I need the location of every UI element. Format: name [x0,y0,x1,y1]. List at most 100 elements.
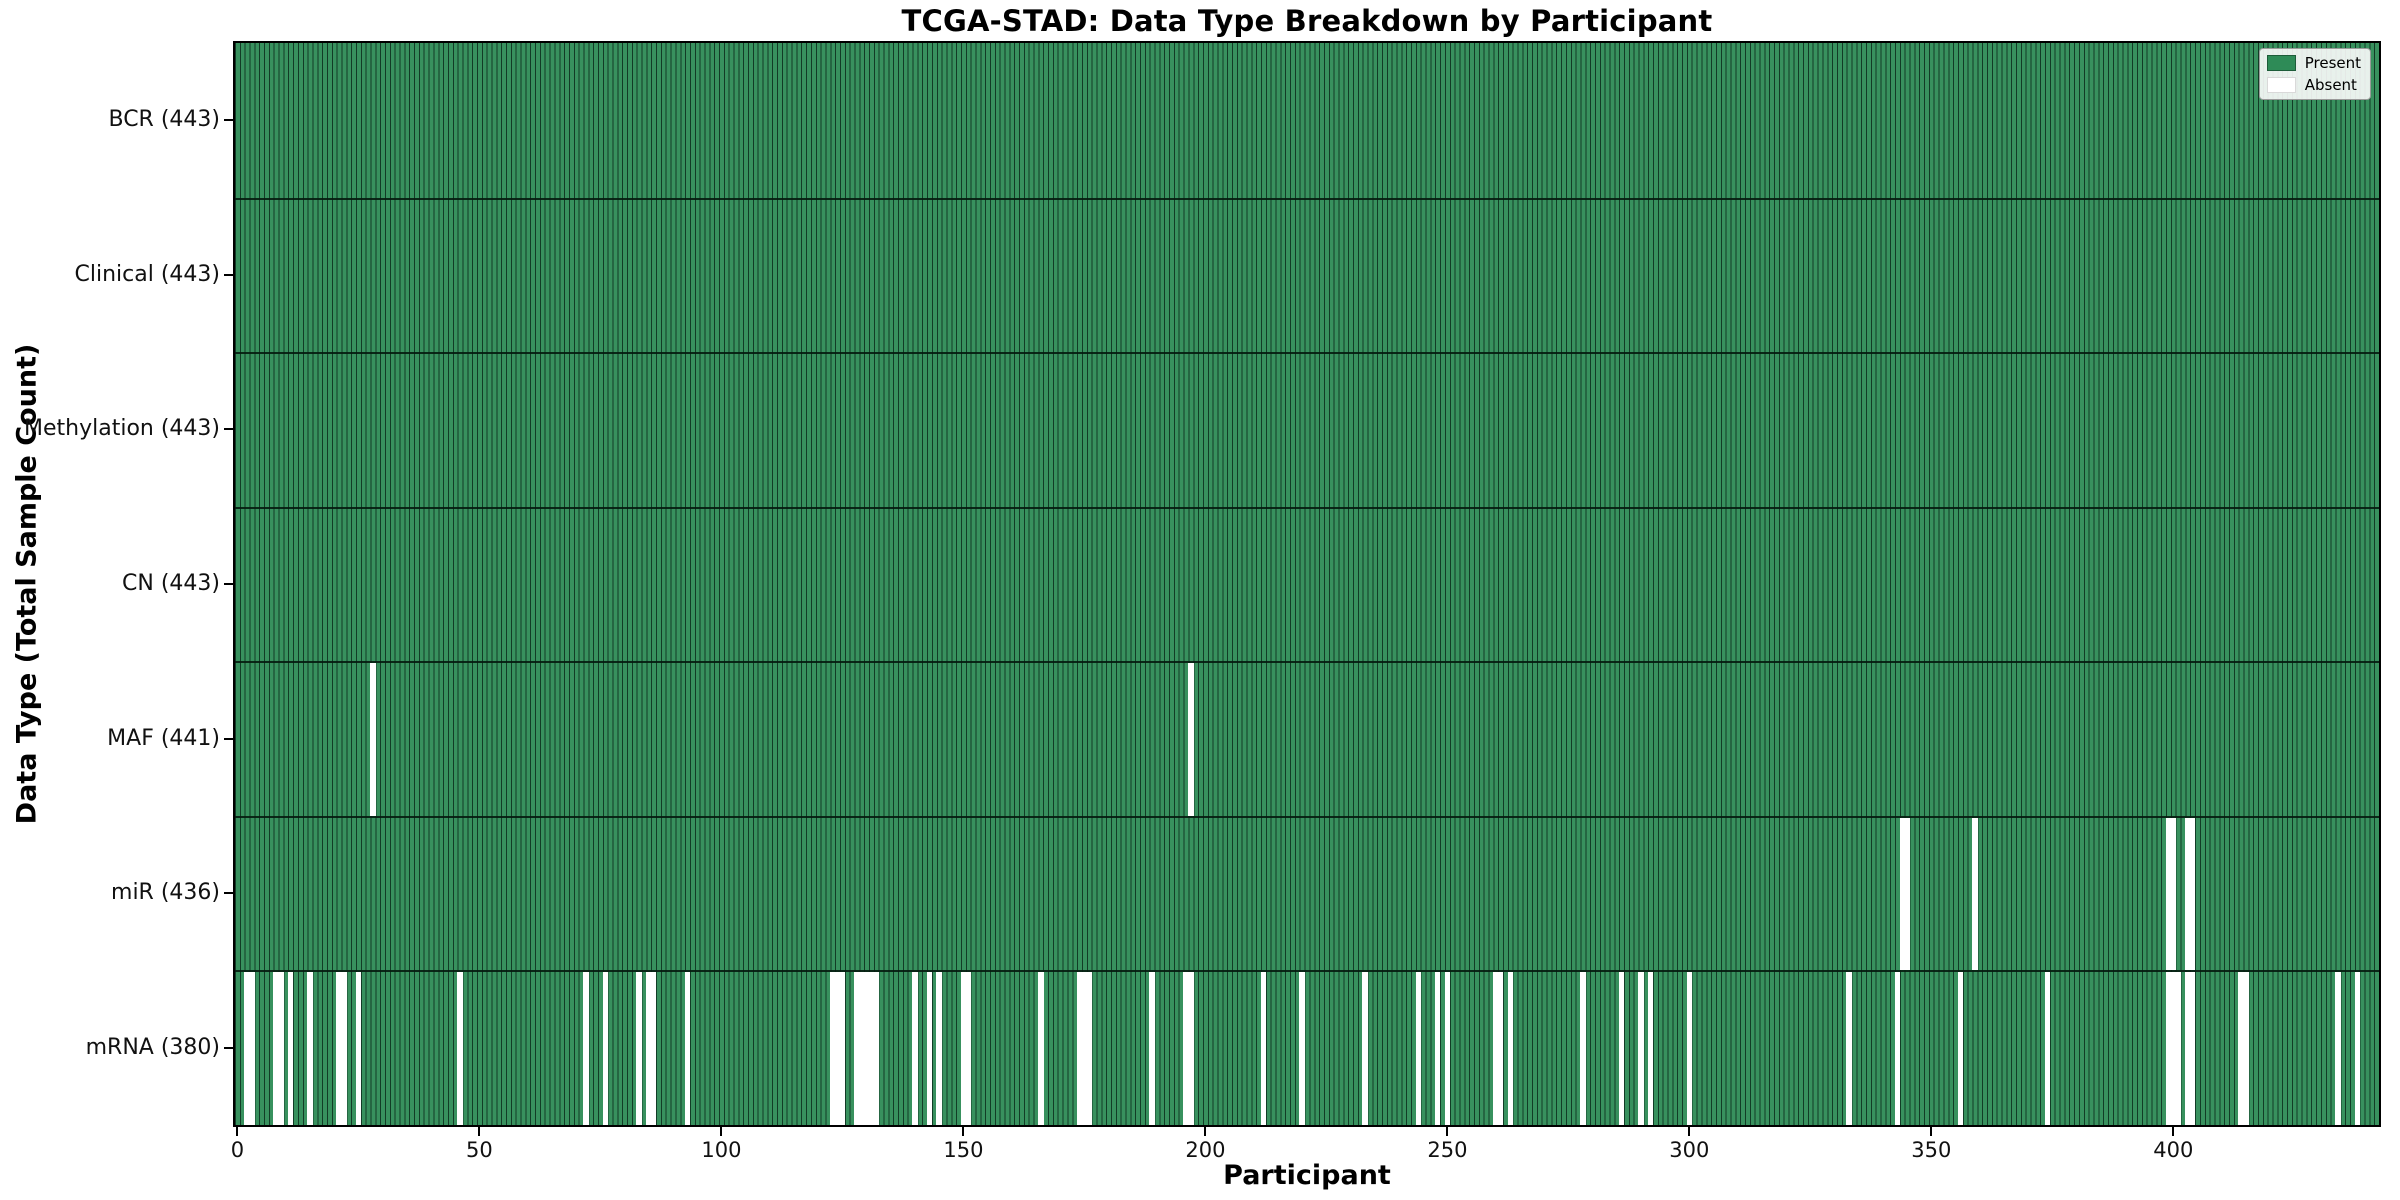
absent-bar [1260,972,1267,1125]
absent-bar [1188,663,1194,816]
x-tick-label: 350 [1911,1138,1952,1162]
absent-bar [1686,972,1693,1125]
absent-bar [1299,972,1305,1125]
absent-bar [355,972,362,1125]
absent-bar [1362,972,1368,1125]
absent-bar [960,972,967,1125]
x-tick-label: 300 [1669,1138,1710,1162]
absent-bar [863,972,870,1125]
absent-bar [2185,817,2191,971]
absent-bar [1618,972,1625,1125]
legend-label-present: Present [2304,53,2361,72]
absent-bar [839,972,846,1125]
absent-bar [636,972,642,1125]
x-tick-mark [962,1127,965,1136]
legend: Present Absent [2258,48,2371,100]
legend-label-absent: Absent [2304,75,2357,94]
heatmap-row-maf [235,661,2379,816]
heatmap-row-clinical [235,197,2379,353]
absent-bar [370,663,376,816]
absent-bar [1638,972,1644,1125]
chart-title: TCGA-STAD: Data Type Breakdown by Partic… [901,4,1713,38]
absent-bar [1894,972,1901,1125]
absent-bar [307,972,313,1125]
absent-bar [1415,972,1422,1125]
absent-bar [2170,972,2177,1125]
absent-bar [287,972,294,1125]
absent-bar [834,972,841,1125]
absent-bar [650,972,657,1125]
absent-bar [854,972,860,1125]
x-tick-mark [1688,1127,1691,1136]
absent-bar [1038,972,1044,1125]
y-tick-mark [224,583,233,585]
heatmap-row-mrna [235,970,2379,1125]
x-tick-label: 50 [466,1138,493,1162]
absent-bar [249,972,255,1125]
absent-bar [2175,972,2181,1125]
x-tick-mark [1446,1127,1449,1136]
y-tick-label: MAF (441) [107,725,220,751]
legend-entry-present: Present [2266,53,2361,72]
absent-bar [1957,972,1964,1125]
absent-bar [2189,817,2196,971]
x-tick-mark [2172,1127,2175,1136]
absent-bar [1183,972,1189,1125]
absent-bar [829,972,836,1125]
heatmap-row-cn [235,506,2379,662]
absent-bar [1444,972,1451,1125]
y-tick-label: mRNA (380) [85,1034,220,1060]
absent-bar [2335,972,2341,1125]
y-tick-label: miR (436) [111,880,220,906]
legend-entry-absent: Absent [2266,75,2361,94]
absent-bar [1434,972,1441,1125]
y-tick-mark [224,737,233,740]
absent-bar [1647,972,1654,1125]
plot-area: Present Absent [233,41,2381,1127]
absent-bar [1904,817,1910,971]
heatmap-row-methylation [235,352,2379,507]
x-tick-label: 400 [2153,1138,2194,1162]
x-tick-mark [478,1127,481,1136]
absent-bar [278,972,284,1125]
x-axis-label: Participant [1223,1160,1391,1191]
absent-swatch-icon [2266,77,2296,93]
absent-bar [583,972,589,1125]
absent-bar [965,972,971,1125]
absent-bar [2165,817,2172,971]
absent-bar [936,972,942,1125]
absent-bar [2044,972,2051,1125]
absent-bar [2185,972,2191,1125]
y-tick-mark [224,428,233,431]
absent-bar [1580,972,1586,1125]
x-tick-mark [236,1127,239,1136]
absent-bar [1507,972,1513,1125]
absent-bar [2189,972,2196,1125]
x-tick-mark [1930,1127,1933,1136]
absent-bar [1972,817,1978,971]
y-tick-label: BCR (443) [108,107,220,133]
absent-bar [244,972,250,1125]
absent-bar [1846,972,1852,1125]
absent-bar [273,972,279,1125]
x-tick-label: 100 [701,1138,742,1162]
y-tick-label: Methylation (443) [24,416,220,442]
absent-bar [336,972,342,1125]
x-tick-mark [720,1127,723,1136]
absent-bar [2243,972,2249,1125]
absent-bar [912,972,918,1125]
y-tick-mark [224,892,233,895]
absent-bar [602,972,608,1125]
x-tick-label: 150 [943,1138,984,1162]
absent-bar [859,972,865,1125]
present-swatch-icon [2266,55,2296,71]
absent-bar [868,972,875,1125]
absent-bar [2238,972,2244,1125]
absent-bar [1188,972,1194,1125]
absent-bar [2165,972,2172,1125]
y-tick-mark [224,119,233,122]
absent-bar [1493,972,1499,1125]
absent-bar [457,972,463,1125]
absent-bar [926,972,933,1125]
